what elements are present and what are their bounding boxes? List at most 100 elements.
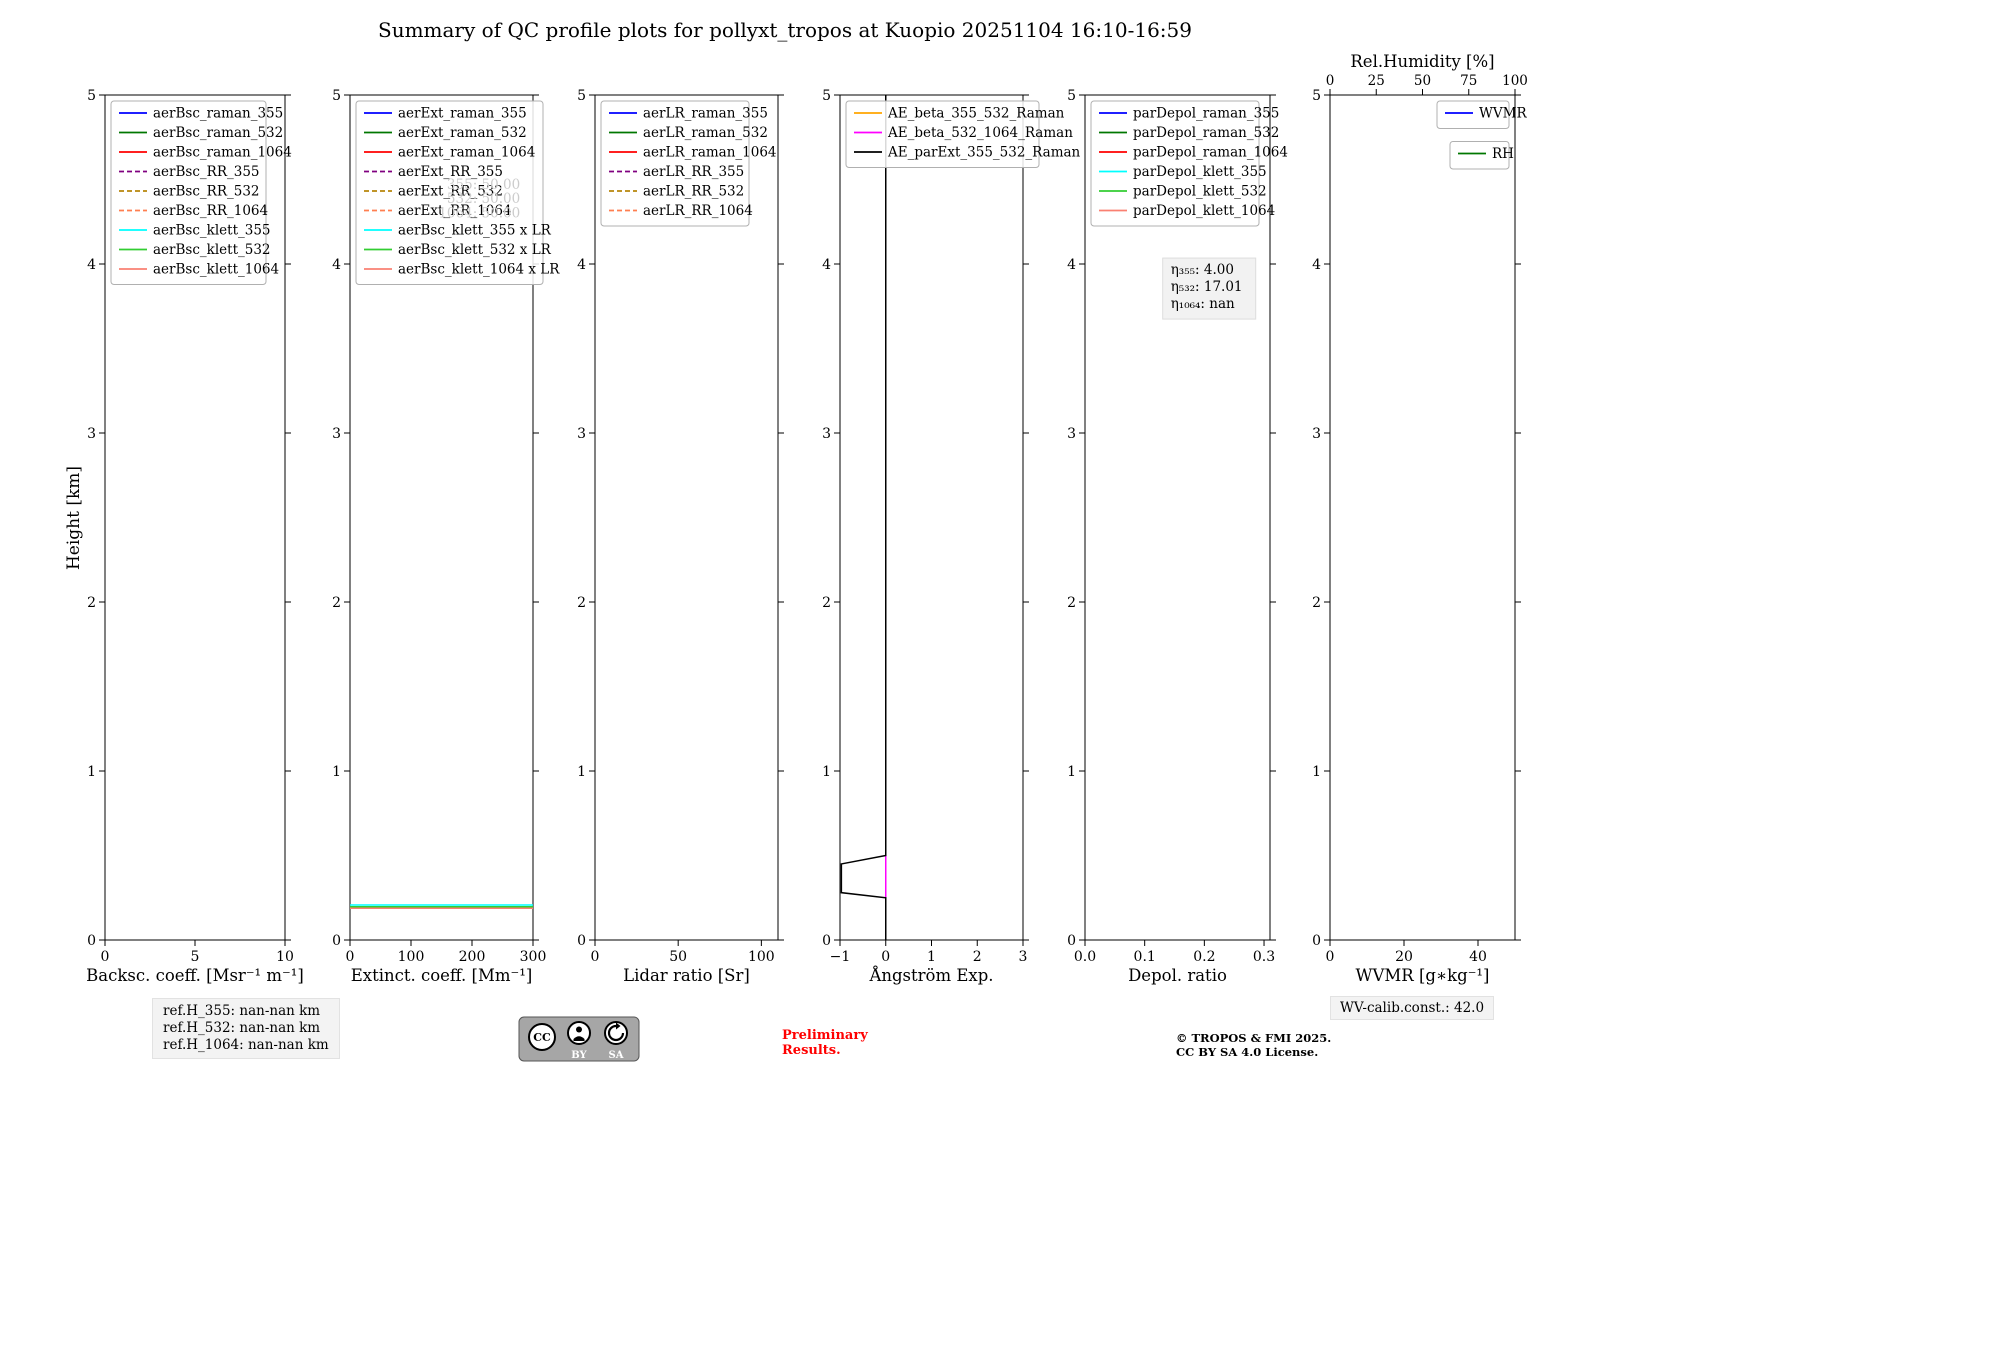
legend-label: aerBsc_klett_1064 x LR — [398, 262, 560, 278]
x-tick-label: 3 — [1019, 949, 1028, 965]
legend-box — [1449, 141, 1510, 170]
y-tick-label: 1 — [1067, 764, 1076, 780]
y-tick-label: 0 — [822, 933, 831, 949]
x-tick-label: 0.3 — [1253, 949, 1275, 965]
x-tick-label: 100 — [748, 949, 775, 965]
legend-label: aerExt_raman_532 — [398, 125, 527, 141]
y-tick-label: 2 — [1067, 595, 1076, 611]
cc-license-badge: CC BY SA — [518, 1016, 640, 1066]
y-tick-label: 3 — [1067, 426, 1076, 442]
profile-line-AE_parExt_355_532_Raman — [840, 95, 887, 940]
x-tick-label: 200 — [459, 949, 486, 965]
y-tick-label: 0 — [87, 933, 96, 949]
x-tick-label: 0.1 — [1134, 949, 1156, 965]
top-tick-label: 50 — [1414, 73, 1431, 89]
legend-label: aerExt_RR_532 — [398, 184, 503, 200]
x-tick-label: 40 — [1469, 949, 1487, 965]
x-axis-label: Extinct. coeff. [Mm⁻¹] — [351, 966, 533, 985]
legend-label: aerBsc_raman_532 — [153, 125, 283, 141]
legend-label: parDepol_klett_532 — [1133, 184, 1267, 200]
sa-arrow-head — [616, 1022, 621, 1030]
legend-label: parDepol_raman_532 — [1133, 125, 1279, 141]
legend-label: aerBsc_klett_355 — [153, 223, 271, 239]
y-tick-label: 5 — [1312, 88, 1321, 104]
legend-label: aerBsc_klett_532 x LR — [398, 242, 552, 258]
legend-label: aerBsc_raman_1064 — [153, 145, 292, 161]
y-tick-label: 1 — [332, 764, 341, 780]
x-tick-label: 0 — [591, 949, 600, 965]
plot-area — [1329, 94, 1516, 941]
legend-label: aerLR_raman_532 — [643, 125, 768, 141]
y-tick-label: 2 — [822, 595, 831, 611]
x-tick-label: 20 — [1395, 949, 1413, 965]
cc-icon — [528, 1023, 556, 1051]
x-tick-label: 0.0 — [1074, 949, 1096, 965]
badge-sa-label: SA — [609, 1050, 624, 1061]
cc-icon-label: CC — [533, 1031, 551, 1044]
ref-height-1064: ref.H_1064: nan-nan km — [163, 1037, 329, 1053]
x-tick-label: 0 — [346, 949, 355, 965]
y-tick-label: 5 — [1067, 88, 1076, 104]
legend-label: aerBsc_RR_1064 — [153, 203, 268, 219]
y-tick-label: 4 — [1067, 257, 1076, 273]
y-tick-label: 3 — [332, 426, 341, 442]
y-tick-label: 2 — [332, 595, 341, 611]
y-tick-label: 0 — [332, 933, 341, 949]
y-tick-label: 4 — [577, 257, 586, 273]
annotation-text: η₁₀₆₄: nan — [1171, 296, 1235, 312]
y-tick-label: 4 — [822, 257, 831, 273]
top-axis-label: Rel.Humidity [%] — [1350, 52, 1494, 71]
y-tick-label: 5 — [577, 88, 586, 104]
x-tick-label: 1 — [927, 949, 936, 965]
top-tick-label: 75 — [1460, 73, 1477, 89]
legend-label: aerLR_RR_355 — [643, 164, 744, 180]
x-tick-label: 0 — [1326, 949, 1335, 965]
y-tick-label: 2 — [1312, 595, 1321, 611]
y-tick-label: 5 — [822, 88, 831, 104]
annotation-text: 1064: 50.00 — [438, 206, 520, 222]
legend-label: AE_beta_355_532_Raman — [887, 106, 1065, 122]
person-head — [576, 1026, 582, 1033]
page-title: Summary of QC profile plots for pollyxt_… — [378, 18, 1192, 42]
preliminary-results-note: Preliminary Results. — [782, 1028, 868, 1058]
legend-label: aerBsc_klett_532 — [153, 242, 271, 258]
y-tick-label: 1 — [1312, 764, 1321, 780]
profile-lines — [350, 904, 533, 909]
x-axis-label: Depol. ratio — [1128, 966, 1227, 985]
top-tick-label: 0 — [1326, 73, 1335, 89]
legend-box — [1090, 100, 1260, 227]
legend-label: aerExt_RR_355 — [398, 164, 503, 180]
legend-label: aerLR_raman_1064 — [643, 145, 777, 161]
y-tick-label: 3 — [822, 426, 831, 442]
legend-label: aerLR_RR_532 — [643, 184, 744, 200]
y-tick-label: 3 — [577, 426, 586, 442]
legend-box — [845, 100, 1040, 168]
legend-label: aerExt_RR_1064 — [398, 203, 512, 219]
ref-height-532: ref.H_532: nan-nan km — [163, 1020, 321, 1036]
x-tick-label: 0.2 — [1193, 949, 1215, 965]
x-tick-label: 2 — [973, 949, 982, 965]
legend-label: WVMR — [1479, 106, 1527, 122]
y-tick-label: 0 — [1067, 933, 1076, 949]
annotation-text: η₃₅₅: 4.00 — [1171, 262, 1234, 278]
x-tick-label: −1 — [830, 949, 851, 965]
legend-label: aerBsc_RR_532 — [153, 184, 260, 200]
legend-label: aerBsc_RR_355 — [153, 164, 260, 180]
legend-label: aerLR_raman_355 — [643, 106, 768, 122]
legend-label: AE_parExt_355_532_Raman — [887, 145, 1081, 161]
legend-label: aerExt_raman_1064 — [398, 145, 535, 161]
legend-box — [355, 100, 544, 285]
preliminary-line-2: Results. — [782, 1043, 841, 1058]
x-tick-label: 100 — [398, 949, 425, 965]
annotation-text: η₅₃₂: 17.01 — [1171, 279, 1243, 295]
legend-label: aerLR_RR_1064 — [643, 203, 753, 219]
sa-arrow-arc — [607, 1024, 625, 1042]
x-tick-label: 0 — [101, 949, 110, 965]
ref-height-355: ref.H_355: nan-nan km — [163, 1003, 321, 1019]
